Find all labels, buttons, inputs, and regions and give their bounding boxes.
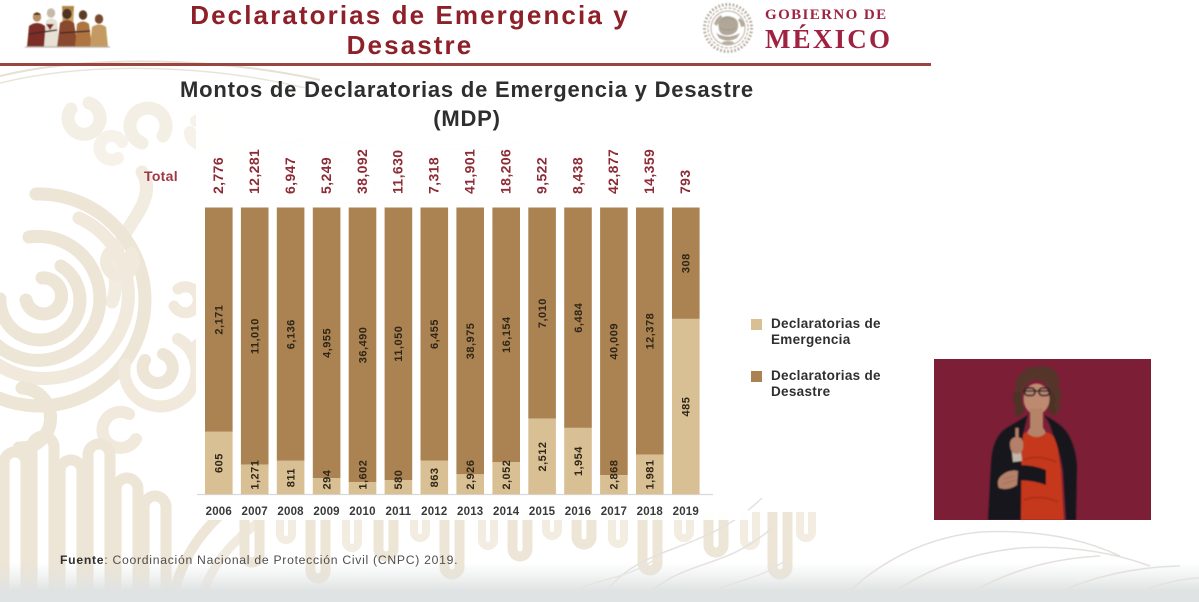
svg-text:9,522: 9,522 — [533, 157, 549, 194]
svg-text:1,602: 1,602 — [357, 460, 369, 490]
svg-text:18,206: 18,206 — [498, 149, 514, 194]
svg-text:4,955: 4,955 — [321, 328, 333, 358]
svg-text:605: 605 — [214, 453, 226, 473]
svg-text:1,271: 1,271 — [249, 460, 261, 490]
svg-text:2014: 2014 — [493, 506, 520, 518]
svg-text:38,092: 38,092 — [354, 149, 370, 194]
svg-text:1,954: 1,954 — [573, 446, 585, 476]
svg-text:5,249: 5,249 — [318, 157, 334, 194]
svg-text:793: 793 — [677, 169, 693, 194]
svg-text:811: 811 — [285, 468, 297, 487]
svg-text:2,926: 2,926 — [465, 460, 477, 490]
svg-text:863: 863 — [429, 467, 441, 487]
svg-text:2011: 2011 — [386, 506, 412, 518]
svg-text:2016: 2016 — [565, 506, 591, 518]
svg-text:7,010: 7,010 — [537, 298, 549, 328]
svg-text:12,281: 12,281 — [246, 149, 262, 194]
svg-text:2019: 2019 — [673, 506, 699, 518]
svg-text:6,484: 6,484 — [573, 302, 585, 332]
svg-text:2017: 2017 — [601, 506, 627, 518]
svg-text:6,136: 6,136 — [285, 319, 297, 349]
svg-text:2006: 2006 — [206, 506, 232, 518]
svg-text:294: 294 — [321, 469, 333, 489]
svg-text:36,490: 36,490 — [357, 327, 369, 364]
svg-text:2007: 2007 — [242, 506, 268, 518]
svg-text:2,052: 2,052 — [501, 460, 513, 490]
svg-text:2018: 2018 — [637, 506, 664, 518]
svg-text:485: 485 — [681, 397, 693, 417]
svg-text:6,455: 6,455 — [429, 319, 441, 349]
svg-text:11,010: 11,010 — [249, 318, 261, 354]
svg-text:6,947: 6,947 — [282, 157, 298, 194]
svg-text:14,359: 14,359 — [641, 149, 657, 194]
svg-text:12,378: 12,378 — [645, 313, 657, 350]
svg-text:2,868: 2,868 — [609, 460, 621, 490]
svg-text:2,171: 2,171 — [214, 305, 226, 335]
svg-text:308: 308 — [681, 253, 693, 273]
svg-text:2010: 2010 — [349, 506, 375, 518]
svg-text:38,975: 38,975 — [465, 323, 477, 360]
svg-text:2013: 2013 — [457, 506, 483, 518]
svg-text:11,630: 11,630 — [390, 150, 406, 194]
svg-text:41,901: 41,901 — [462, 149, 478, 194]
svg-text:2012: 2012 — [421, 506, 447, 518]
svg-text:42,877: 42,877 — [605, 149, 621, 194]
svg-text:40,009: 40,009 — [609, 323, 621, 360]
svg-text:8,438: 8,438 — [569, 157, 585, 194]
svg-text:2,512: 2,512 — [537, 441, 549, 471]
svg-text:2008: 2008 — [277, 506, 304, 518]
svg-text:7,318: 7,318 — [426, 157, 442, 194]
svg-text:2009: 2009 — [313, 506, 339, 518]
svg-text:11,050: 11,050 — [393, 326, 405, 362]
svg-text:2015: 2015 — [529, 506, 556, 518]
svg-text:580: 580 — [393, 470, 405, 490]
svg-text:2,776: 2,776 — [210, 157, 226, 194]
svg-text:16,154: 16,154 — [501, 316, 513, 353]
svg-text:1,981: 1,981 — [645, 459, 657, 489]
